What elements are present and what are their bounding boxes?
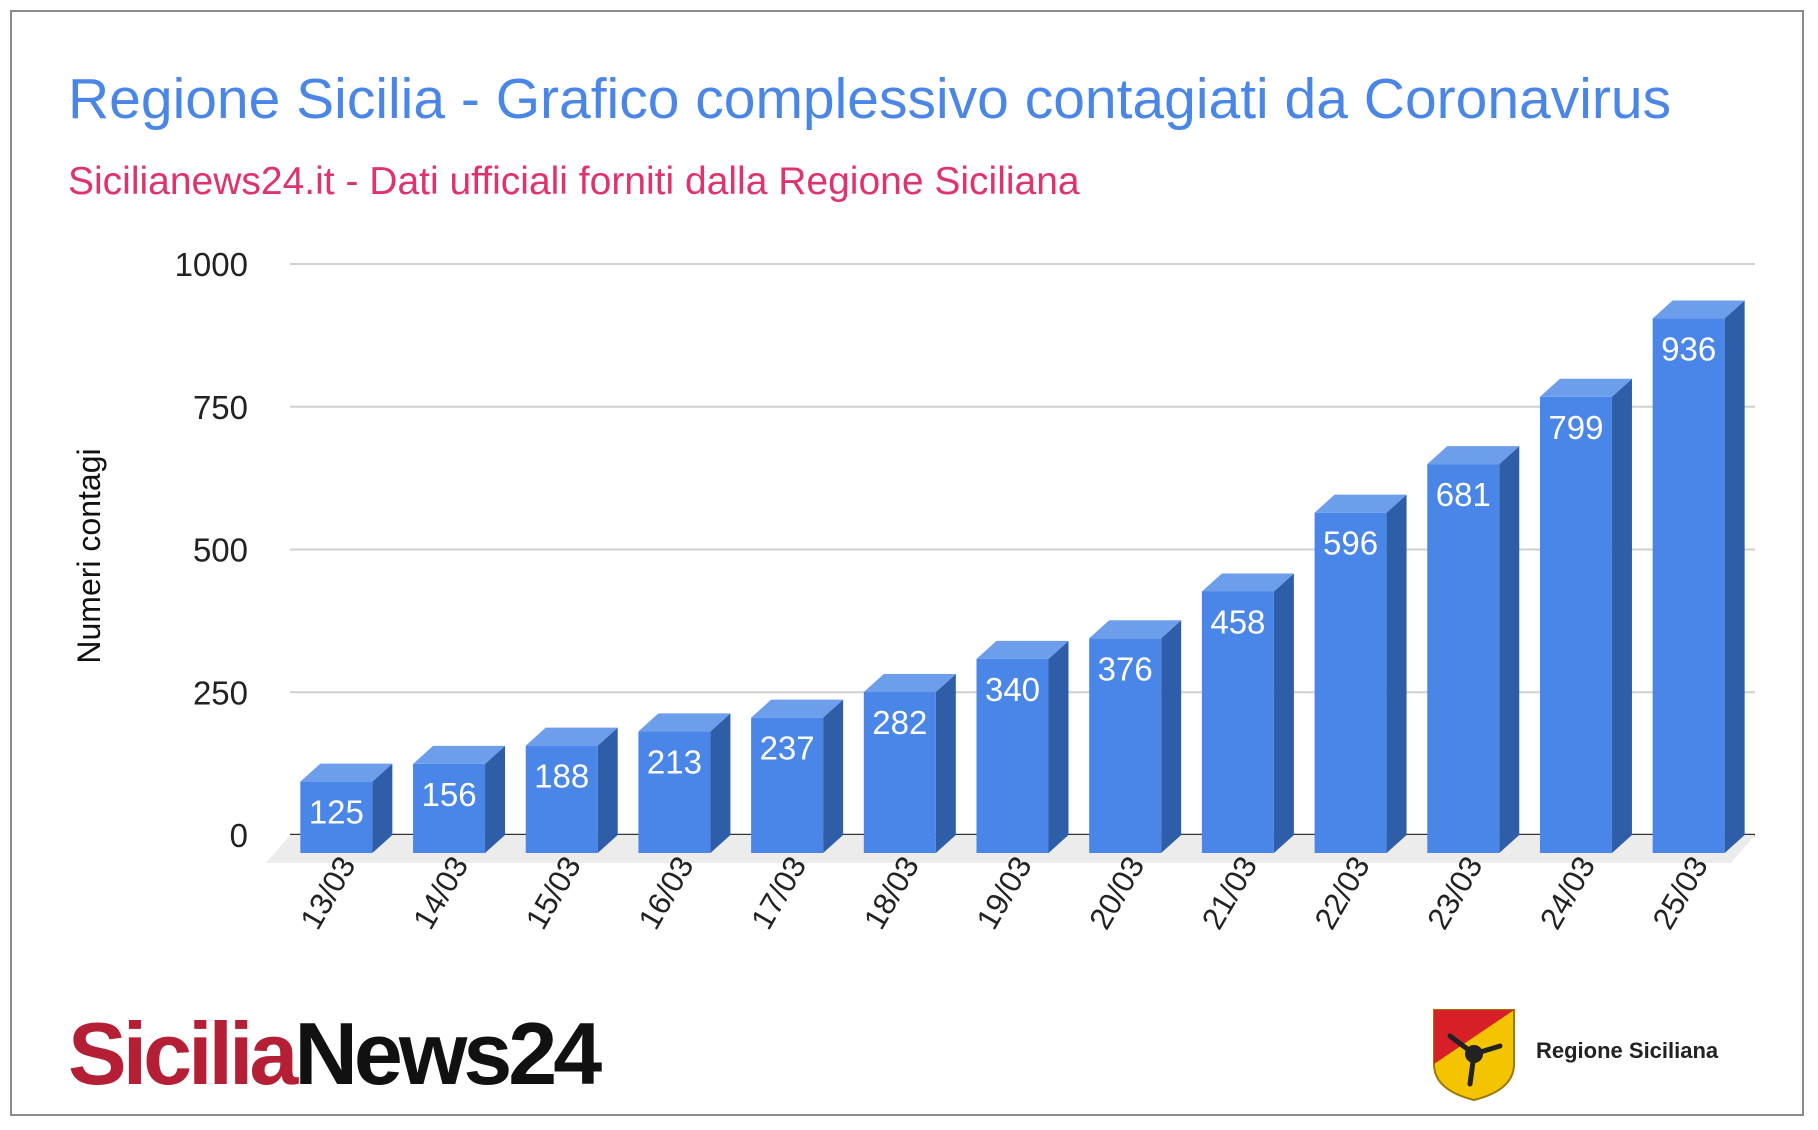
y-axis-ticks: 0 250 500 750 1000 <box>175 246 248 854</box>
chart-subtitle: Sicilianews24.it - Dati ufficiali fornit… <box>68 160 1080 203</box>
logo-black-part: News24 <box>294 1004 602 1103</box>
bar-21-03: 458 <box>1201 573 1294 853</box>
bars: 125 156 188 213 237 282 340 376 458 596 681 799 936 <box>300 300 1745 853</box>
bar-top <box>1427 446 1520 465</box>
bar-top <box>1314 494 1407 513</box>
x-tick-label: 20/03 <box>1082 850 1151 935</box>
x-tick-label: 23/03 <box>1420 850 1489 935</box>
logo-red-part: Sicilia <box>68 1004 298 1103</box>
bar-side <box>372 763 393 853</box>
bar-front <box>863 691 936 853</box>
bar-side <box>1161 620 1182 853</box>
bar-top <box>751 699 844 718</box>
bar-18-03: 282 <box>863 673 956 853</box>
bar-15-03: 188 <box>525 727 618 853</box>
bar-14-03: 156 <box>413 745 506 853</box>
bar-top <box>1539 378 1632 397</box>
y-tick-label: 500 <box>193 532 248 569</box>
bar-13-03: 125 <box>300 763 393 853</box>
bar-value-label: 596 <box>1323 525 1378 562</box>
bar-19-03: 340 <box>976 640 1069 853</box>
bar-value-label: 213 <box>647 743 702 780</box>
regione-siciliana-label: Regione Siciliana <box>1536 1038 1719 1063</box>
bar-front <box>1314 512 1387 853</box>
bar-front <box>525 745 598 853</box>
bar-side <box>1386 494 1407 853</box>
bar-side <box>597 727 618 853</box>
bar-side <box>1724 300 1745 853</box>
x-tick-label: 19/03 <box>970 850 1039 935</box>
bar-front <box>1089 638 1162 853</box>
bar-top <box>638 713 731 732</box>
bar-front <box>413 763 486 853</box>
bar-value-label: 125 <box>309 794 364 831</box>
x-tick-label: 17/03 <box>744 850 813 935</box>
bar-value-label: 340 <box>985 671 1040 708</box>
trinacria-coat-of-arms-icon <box>1433 1009 1515 1102</box>
y-tick-label: 750 <box>193 389 248 426</box>
bar-top <box>863 673 956 692</box>
x-tick-label: 16/03 <box>631 850 700 935</box>
bar-side <box>935 673 956 853</box>
bar-22-03: 596 <box>1314 494 1407 853</box>
bar-17-03: 237 <box>751 699 844 853</box>
bar-top <box>1652 300 1745 319</box>
chart-title: Regione Sicilia - Grafico complessivo co… <box>68 67 1672 131</box>
y-tick-label: 250 <box>193 674 248 711</box>
bar-front <box>1539 396 1612 853</box>
bar-front <box>300 781 373 853</box>
bar-top <box>525 727 618 746</box>
bar-front <box>1427 464 1500 853</box>
x-tick-label: 22/03 <box>1308 850 1377 935</box>
bar-front <box>976 658 1049 853</box>
bar-value-label: 156 <box>422 776 477 813</box>
y-tick-label: 0 <box>230 817 248 854</box>
x-tick-label: 15/03 <box>519 850 588 935</box>
bar-top <box>1089 620 1182 639</box>
bar-25-03: 936 <box>1652 300 1745 853</box>
bar-value-label: 237 <box>760 730 815 767</box>
bar-top <box>1201 573 1294 592</box>
bar-top <box>413 745 506 764</box>
bar-value-label: 799 <box>1548 409 1603 446</box>
bar-side <box>1048 640 1069 853</box>
bar-side <box>1611 378 1632 853</box>
bar-side <box>485 745 506 853</box>
bar-20-03: 376 <box>1089 620 1182 853</box>
x-tick-label: 14/03 <box>406 850 475 935</box>
bar-value-label: 282 <box>872 704 927 741</box>
bar-side <box>710 713 731 853</box>
bar-value-label: 681 <box>1436 476 1491 513</box>
bar-front <box>1652 318 1725 853</box>
bar-value-label: 188 <box>534 758 589 795</box>
bar-value-label: 458 <box>1210 603 1265 640</box>
bar-chart: 0 250 500 750 1000 125 156 188 213 237 282 340 376 4… <box>71 246 1755 935</box>
x-tick-label: 24/03 <box>1533 850 1602 935</box>
bar-value-label: 376 <box>1098 650 1153 687</box>
x-tick-label: 18/03 <box>857 850 926 935</box>
bar-front <box>1201 591 1274 853</box>
y-tick-label: 1000 <box>175 246 248 283</box>
bar-front <box>638 731 711 853</box>
bar-16-03: 213 <box>638 713 731 853</box>
y-axis-label: Numeri contagi <box>71 448 107 663</box>
bar-top <box>976 640 1069 659</box>
bar-top <box>300 763 393 782</box>
x-tick-label: 21/03 <box>1195 850 1264 935</box>
bar-front <box>751 717 824 853</box>
bar-24-03: 799 <box>1539 378 1632 853</box>
bar-value-label: 936 <box>1661 331 1716 368</box>
bar-side <box>823 699 844 853</box>
x-axis-ticks: 13/03 14/03 15/03 16/03 17/03 18/03 19/03 20/03… <box>293 850 1714 935</box>
bar-23-03: 681 <box>1427 446 1520 853</box>
x-tick-label: 13/03 <box>293 850 362 935</box>
bar-side <box>1273 573 1294 853</box>
bar-side <box>1499 446 1520 853</box>
sicilianews24-logo: SiciliaNews24 <box>68 1010 602 1098</box>
x-tick-label: 25/03 <box>1646 850 1715 935</box>
